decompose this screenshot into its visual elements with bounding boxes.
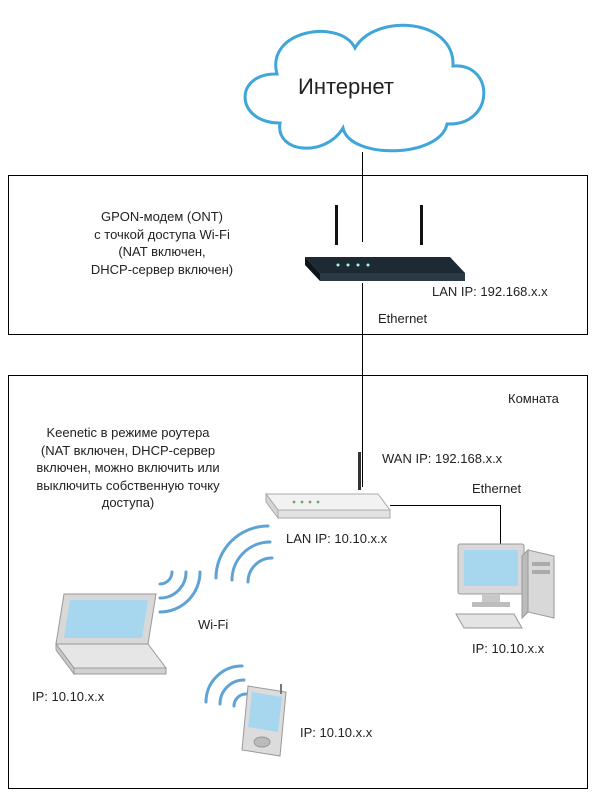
wifi-waves-phone bbox=[192, 652, 256, 716]
keenetic-lan-ip: LAN IP: 10.10.x.x bbox=[286, 530, 387, 548]
phone-ip: IP: 10.10.x.x bbox=[300, 724, 372, 742]
keenetic-wan-ip: WAN IP: 192.168.x.x bbox=[382, 450, 502, 468]
keenetic-link-label: Ethernet bbox=[472, 480, 521, 498]
gpon-link-label: Ethernet bbox=[378, 310, 427, 328]
link-keenetic-pc-h bbox=[390, 505, 500, 506]
gpon-desc: GPON-модем (ONT) с точкой доступа Wi-Fi … bbox=[62, 208, 262, 278]
keenetic-desc: Keenetic в режиме роутера (NAT включен, … bbox=[18, 424, 238, 512]
pc-ip: IP: 10.10.x.x bbox=[472, 640, 544, 658]
wifi-waves-laptop bbox=[148, 560, 218, 630]
link-keenetic-pc-v bbox=[500, 505, 501, 545]
laptop-ip: IP: 10.10.x.x bbox=[32, 688, 104, 706]
gpon-lan-ip: LAN IP: 192.168.x.x bbox=[432, 283, 548, 301]
gpon-router bbox=[300, 205, 470, 285]
internet-label: Интернет bbox=[298, 72, 394, 102]
room-label: Комната bbox=[508, 390, 559, 408]
pc-device bbox=[450, 540, 560, 635]
